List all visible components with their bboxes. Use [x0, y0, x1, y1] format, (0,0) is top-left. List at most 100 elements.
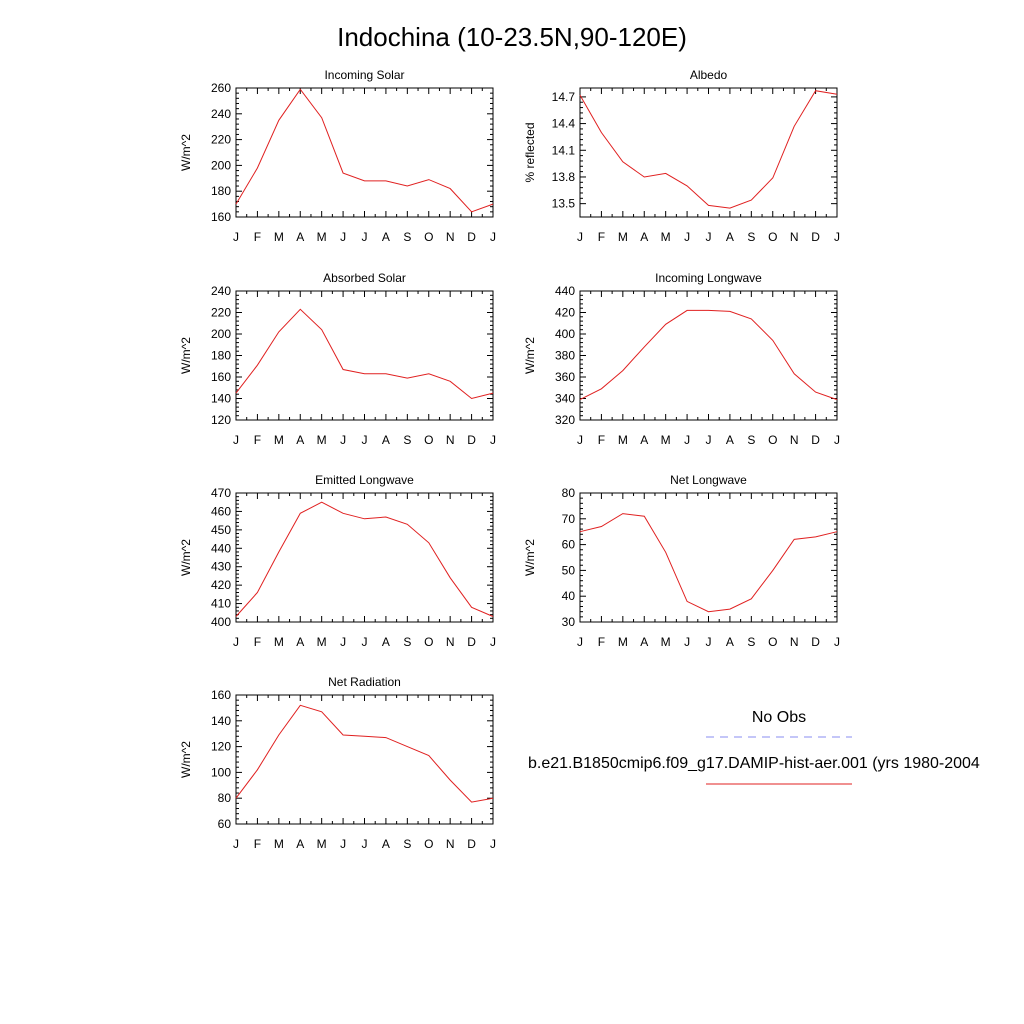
y-tick-label: 14.7 [552, 90, 576, 104]
x-tick-label: J [233, 230, 239, 244]
x-tick-label: D [811, 635, 820, 649]
x-tick-label: J [684, 230, 690, 244]
x-tick-label: A [296, 635, 304, 649]
x-tick-label: O [424, 230, 433, 244]
x-tick-label: M [317, 635, 327, 649]
y-axis-label: W/m^2 [179, 134, 193, 171]
panel-title: Absorbed Solar [323, 271, 406, 285]
x-tick-label: J [706, 635, 712, 649]
panel-title: Net Radiation [328, 675, 401, 689]
x-tick-label: A [726, 433, 734, 447]
plot-frame [235, 694, 494, 825]
x-tick-label: O [424, 635, 433, 649]
y-tick-label: 440 [211, 541, 231, 555]
x-tick-label: J [340, 635, 346, 649]
y-tick-label: 120 [211, 740, 231, 754]
x-tick-label: M [661, 635, 671, 649]
y-tick-label: 400 [555, 327, 575, 341]
series-line [579, 513, 838, 613]
x-tick-label: M [274, 230, 284, 244]
x-tick-label: O [768, 635, 777, 649]
x-tick-label: F [254, 837, 261, 851]
y-tick-label: 30 [562, 615, 576, 629]
x-tick-label: J [362, 433, 368, 447]
y-tick-label: 240 [211, 107, 231, 121]
legend: No Obs b.e21.B1850cmip6.f09_g17.DAMIP-hi… [528, 709, 980, 785]
plot-frame [235, 87, 494, 218]
x-tick-label: A [296, 433, 304, 447]
y-tick-label: 400 [211, 615, 231, 629]
y-tick-label: 440 [555, 284, 575, 298]
y-tick-label: 420 [211, 578, 231, 592]
y-tick-label: 13.5 [552, 197, 576, 211]
legend-label-model: b.e21.B1850cmip6.f09_g17.DAMIP-hist-aer.… [528, 755, 980, 772]
series-line [235, 501, 494, 617]
y-tick-label: 200 [211, 327, 231, 341]
x-tick-label: D [467, 837, 476, 851]
y-tick-label: 410 [211, 597, 231, 611]
x-tick-label: J [706, 433, 712, 447]
y-tick-label: 160 [211, 688, 231, 702]
y-tick-label: 50 [562, 563, 576, 577]
y-tick-label: 470 [211, 486, 231, 500]
y-tick-label: 100 [211, 765, 231, 779]
series-line [579, 309, 838, 401]
x-tick-label: N [446, 433, 455, 447]
x-tick-label: M [618, 433, 628, 447]
x-tick-label: F [598, 433, 605, 447]
y-tick-label: 40 [562, 589, 576, 603]
x-tick-label: O [424, 433, 433, 447]
series-line [235, 88, 494, 213]
x-tick-label: F [254, 230, 261, 244]
plot-frame [235, 492, 494, 623]
plot-frame [579, 492, 838, 623]
panel-title: Net Longwave [670, 473, 747, 487]
y-tick-label: 240 [211, 284, 231, 298]
x-tick-label: A [640, 230, 648, 244]
series-line [579, 90, 838, 209]
y-tick-label: 180 [211, 184, 231, 198]
y-tick-label: 140 [211, 714, 231, 728]
y-tick-label: 160 [211, 370, 231, 384]
y-axis-label: W/m^2 [523, 337, 537, 374]
x-tick-label: F [254, 635, 261, 649]
x-tick-label: A [382, 230, 390, 244]
x-tick-label: J [490, 433, 496, 447]
panel-title: Emitted Longwave [315, 473, 414, 487]
y-tick-label: 320 [555, 413, 575, 427]
x-tick-label: J [834, 635, 840, 649]
x-tick-label: J [577, 433, 583, 447]
x-tick-label: S [747, 230, 755, 244]
y-tick-label: 140 [211, 392, 231, 406]
x-tick-label: J [362, 635, 368, 649]
x-tick-label: J [233, 837, 239, 851]
x-tick-label: O [768, 230, 777, 244]
x-tick-label: J [340, 230, 346, 244]
x-tick-label: A [382, 635, 390, 649]
y-axis-label: W/m^2 [179, 741, 193, 778]
x-tick-label: O [768, 433, 777, 447]
x-tick-label: J [834, 230, 840, 244]
y-axis-label: W/m^2 [179, 539, 193, 576]
x-tick-label: M [317, 837, 327, 851]
x-tick-label: A [726, 230, 734, 244]
y-tick-label: 380 [555, 349, 575, 363]
legend-label-no-obs: No Obs [752, 709, 806, 726]
y-tick-label: 60 [562, 538, 576, 552]
y-tick-label: 160 [211, 210, 231, 224]
x-tick-label: J [490, 837, 496, 851]
x-tick-label: J [340, 433, 346, 447]
x-tick-label: J [706, 230, 712, 244]
y-tick-label: 180 [211, 349, 231, 363]
x-tick-label: M [317, 230, 327, 244]
x-tick-label: J [233, 635, 239, 649]
x-tick-label: N [790, 635, 799, 649]
x-tick-label: N [446, 635, 455, 649]
x-tick-label: A [296, 837, 304, 851]
